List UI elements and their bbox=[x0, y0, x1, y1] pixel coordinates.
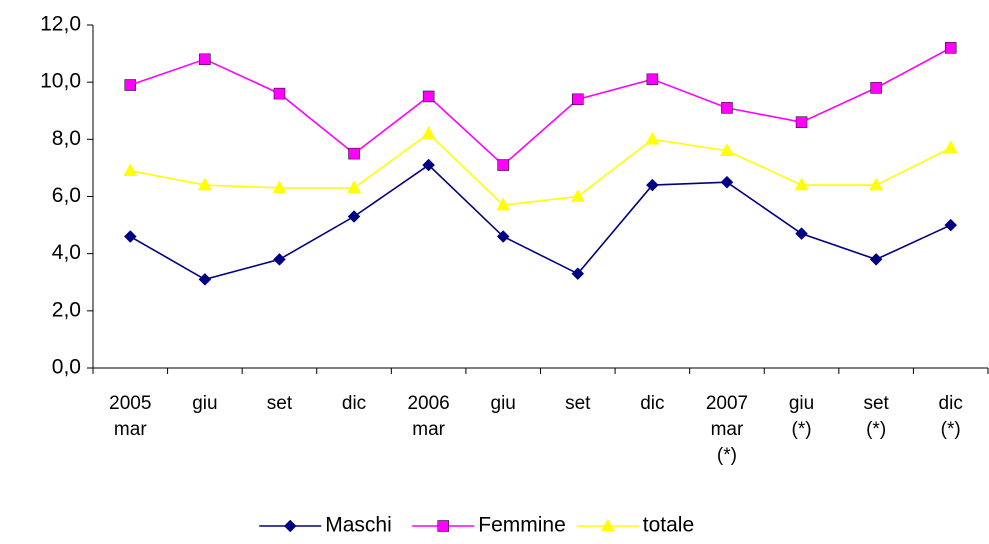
data-point bbox=[123, 230, 137, 243]
data-point bbox=[944, 218, 958, 232]
data-point bbox=[272, 180, 287, 194]
data-point bbox=[570, 188, 585, 202]
data-point bbox=[496, 197, 511, 211]
data-point bbox=[123, 163, 138, 177]
y-tick-label: 6,0 bbox=[52, 184, 81, 207]
data-point bbox=[645, 131, 660, 145]
legend-marker bbox=[283, 519, 297, 533]
series-line bbox=[130, 132, 952, 206]
x-tick-label: dic bbox=[640, 393, 664, 414]
data-point bbox=[720, 143, 734, 157]
data-point bbox=[869, 253, 883, 266]
data-point bbox=[720, 175, 734, 189]
x-tick-label: 2005 mar bbox=[109, 393, 151, 440]
data-point bbox=[124, 79, 137, 91]
legend-label: totale bbox=[643, 514, 694, 537]
data-point bbox=[422, 158, 435, 172]
x-tick-label: 2007 mar (*) bbox=[706, 393, 748, 466]
legend-label: Maschi bbox=[325, 514, 392, 537]
data-point bbox=[348, 147, 360, 160]
series-line bbox=[129, 164, 952, 281]
y-tick-label: 12,0 bbox=[40, 13, 81, 36]
legend-label: Femmine bbox=[478, 514, 566, 537]
data-point bbox=[646, 178, 659, 192]
data-point bbox=[944, 42, 957, 54]
y-tick-label: 4,0 bbox=[52, 241, 81, 264]
x-tick-label: giu bbox=[192, 393, 217, 414]
series-line bbox=[130, 47, 952, 167]
legend-marker bbox=[437, 520, 449, 532]
y-tick-label: 2,0 bbox=[52, 298, 81, 321]
data-point bbox=[497, 159, 509, 171]
data-point bbox=[795, 227, 808, 241]
data-point bbox=[646, 73, 659, 86]
x-tick-label: set (*) bbox=[863, 393, 889, 440]
data-point bbox=[869, 177, 884, 191]
y-tick-label: 0,0 bbox=[52, 356, 81, 379]
data-point bbox=[421, 126, 436, 139]
x-tick-label: giu (*) bbox=[789, 393, 814, 440]
data-point bbox=[273, 87, 286, 100]
data-point bbox=[198, 273, 212, 286]
data-point bbox=[273, 253, 286, 266]
data-point bbox=[943, 140, 958, 154]
y-tick-label: 10,0 bbox=[40, 70, 81, 93]
data-point bbox=[721, 102, 733, 114]
data-point bbox=[795, 116, 808, 128]
legend-marker bbox=[600, 518, 615, 532]
x-tick-label: set bbox=[267, 393, 293, 414]
data-point bbox=[571, 267, 585, 281]
data-point bbox=[870, 82, 882, 94]
data-point bbox=[422, 90, 435, 103]
data-point bbox=[347, 210, 361, 223]
data-point bbox=[197, 177, 212, 191]
x-tick-label: dic (*) bbox=[939, 393, 963, 440]
x-tick-label: dic bbox=[342, 393, 366, 414]
data-point bbox=[347, 180, 361, 194]
data-point bbox=[496, 230, 510, 243]
x-tick-label: set bbox=[565, 393, 591, 414]
data-point bbox=[794, 177, 809, 191]
x-tick-label: giu bbox=[491, 393, 516, 414]
data-point bbox=[199, 53, 211, 66]
data-point bbox=[572, 93, 584, 106]
y-tick-label: 8,0 bbox=[52, 127, 81, 150]
x-tick-label: 2006 mar bbox=[407, 393, 449, 440]
